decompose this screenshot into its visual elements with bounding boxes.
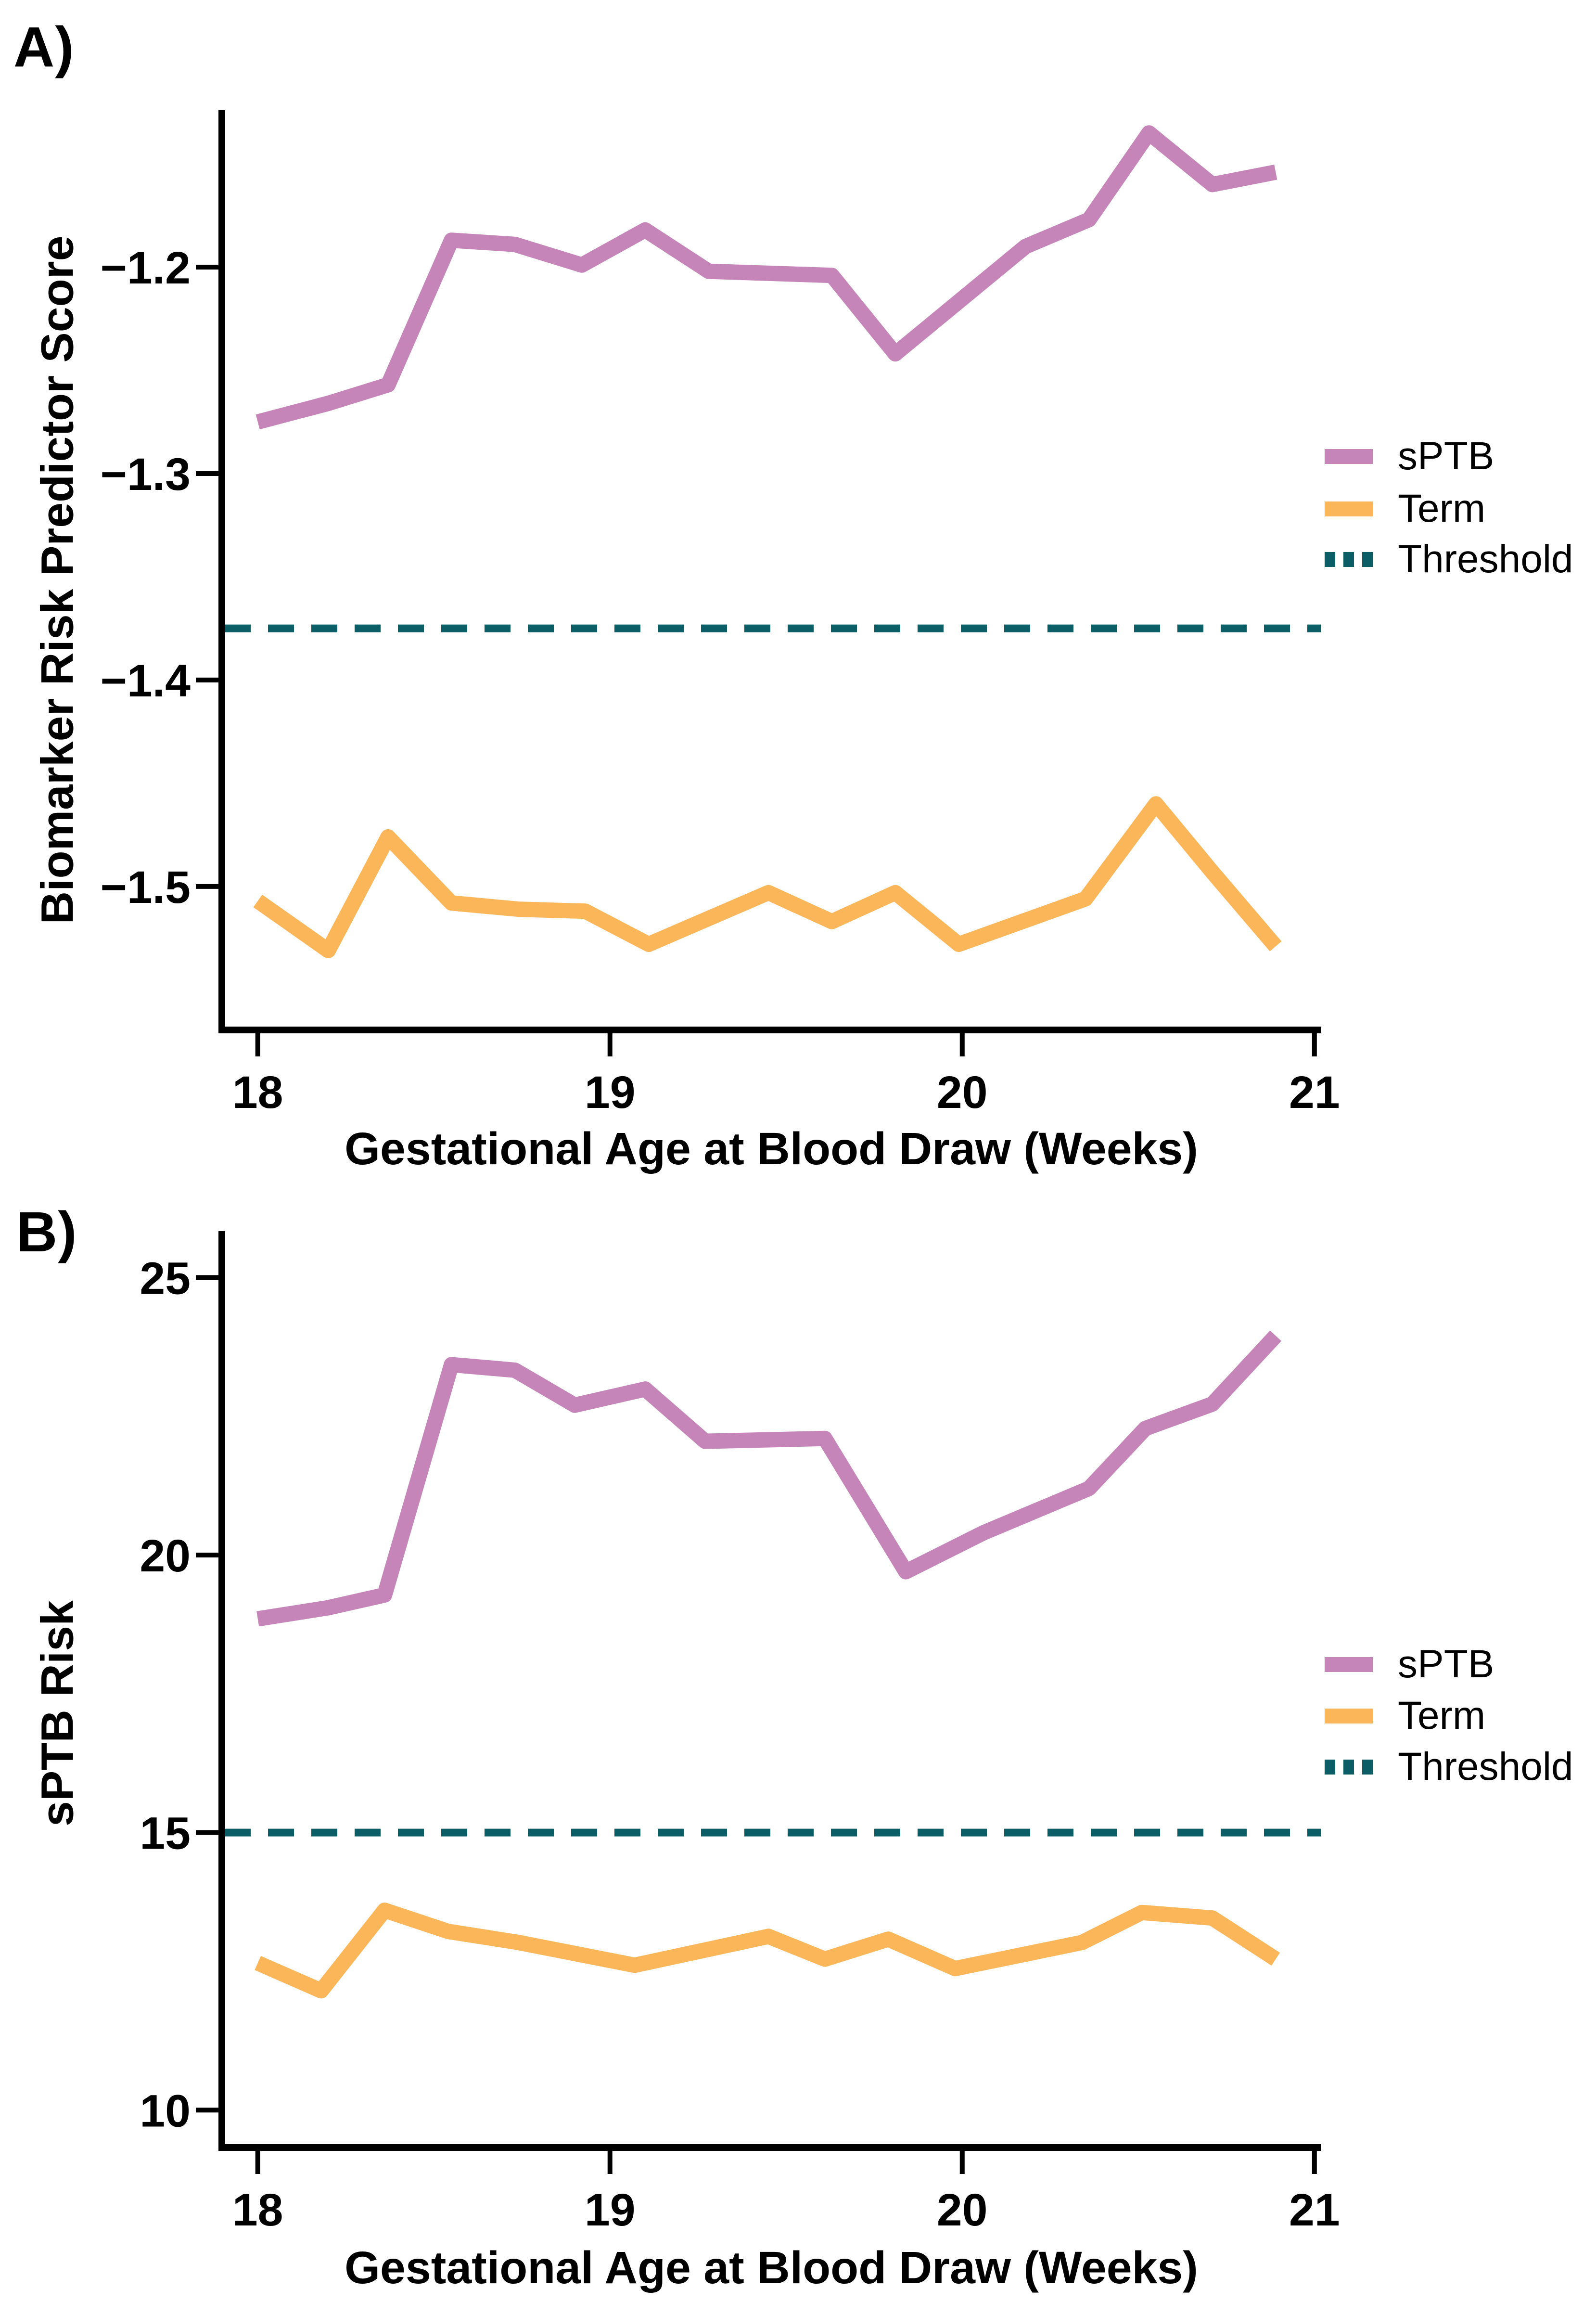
x-tick-label: 18 (232, 2185, 283, 2236)
threshold-dashed-swatch-icon (1325, 1759, 1373, 1775)
panel-b-legend-row-threshold: Threshold (1325, 1745, 1573, 1789)
y-tick-label: −1.5 (100, 862, 191, 913)
sptb-line-swatch-icon (1325, 449, 1373, 464)
panel-a-legend-label-term: Term (1398, 487, 1486, 530)
term-line (253, 796, 1282, 958)
panel-a-legend-row-term: Term (1325, 487, 1485, 531)
x-tick-label: 20 (937, 1067, 988, 1118)
panel-a-label: A) (13, 15, 75, 79)
x-tick-label: 20 (937, 2185, 988, 2236)
panel-b-plot: 25 20 15 10 18 19 20 21 (140, 1231, 1340, 2236)
panel-a-legend-row-threshold: Threshold (1325, 537, 1573, 581)
panel-a-legend-row-sptb: sPTB (1325, 434, 1494, 478)
panel-b-legend-label-threshold: Threshold (1398, 1745, 1573, 1788)
sptb-line-swatch-icon (1325, 1657, 1373, 1672)
y-tick-label: −1.4 (100, 656, 191, 707)
x-tick-label: 19 (585, 1067, 636, 1118)
panel-b-legend-row-sptb: sPTB (1325, 1642, 1494, 1686)
sptb-line (256, 1330, 1282, 1627)
y-tick-label: −1.2 (100, 243, 191, 294)
panel-a-plot: −1.2 −1.3 −1.4 −1.5 18 19 20 21 (100, 110, 1340, 1118)
y-tick-label: 15 (140, 1808, 191, 1859)
panel-b-x-axis-label: Gestational Age at Blood Draw (Weeks) (345, 2242, 1198, 2293)
panel-b-legend-label-sptb: sPTB (1398, 1642, 1494, 1686)
y-tick-label: 25 (140, 1253, 191, 1304)
panel-a-legend-label-sptb: sPTB (1398, 434, 1494, 478)
x-tick-label: 21 (1289, 2185, 1340, 2236)
threshold-dashed-swatch-icon (1325, 552, 1373, 567)
panel-b-label: B) (16, 1200, 77, 1264)
x-tick-label: 19 (585, 2185, 636, 2236)
x-tick-label: 21 (1289, 1067, 1340, 1118)
term-line (255, 1903, 1280, 1999)
panel-a-legend-label-threshold: Threshold (1398, 537, 1573, 581)
y-tick-label: −1.3 (100, 449, 191, 500)
term-line-swatch-icon (1325, 501, 1373, 516)
panel-b-legend-row-term: Term (1325, 1694, 1485, 1738)
panel-b-legend-label-term: Term (1398, 1694, 1486, 1737)
y-tick-label: 20 (140, 1530, 191, 1582)
x-tick-label: 18 (232, 1067, 283, 1118)
sptb-line (255, 125, 1277, 430)
y-tick-label: 10 (140, 2085, 191, 2136)
panel-a-x-axis-label: Gestational Age at Blood Draw (Weeks) (345, 1123, 1198, 1174)
term-line-swatch-icon (1325, 1708, 1373, 1723)
